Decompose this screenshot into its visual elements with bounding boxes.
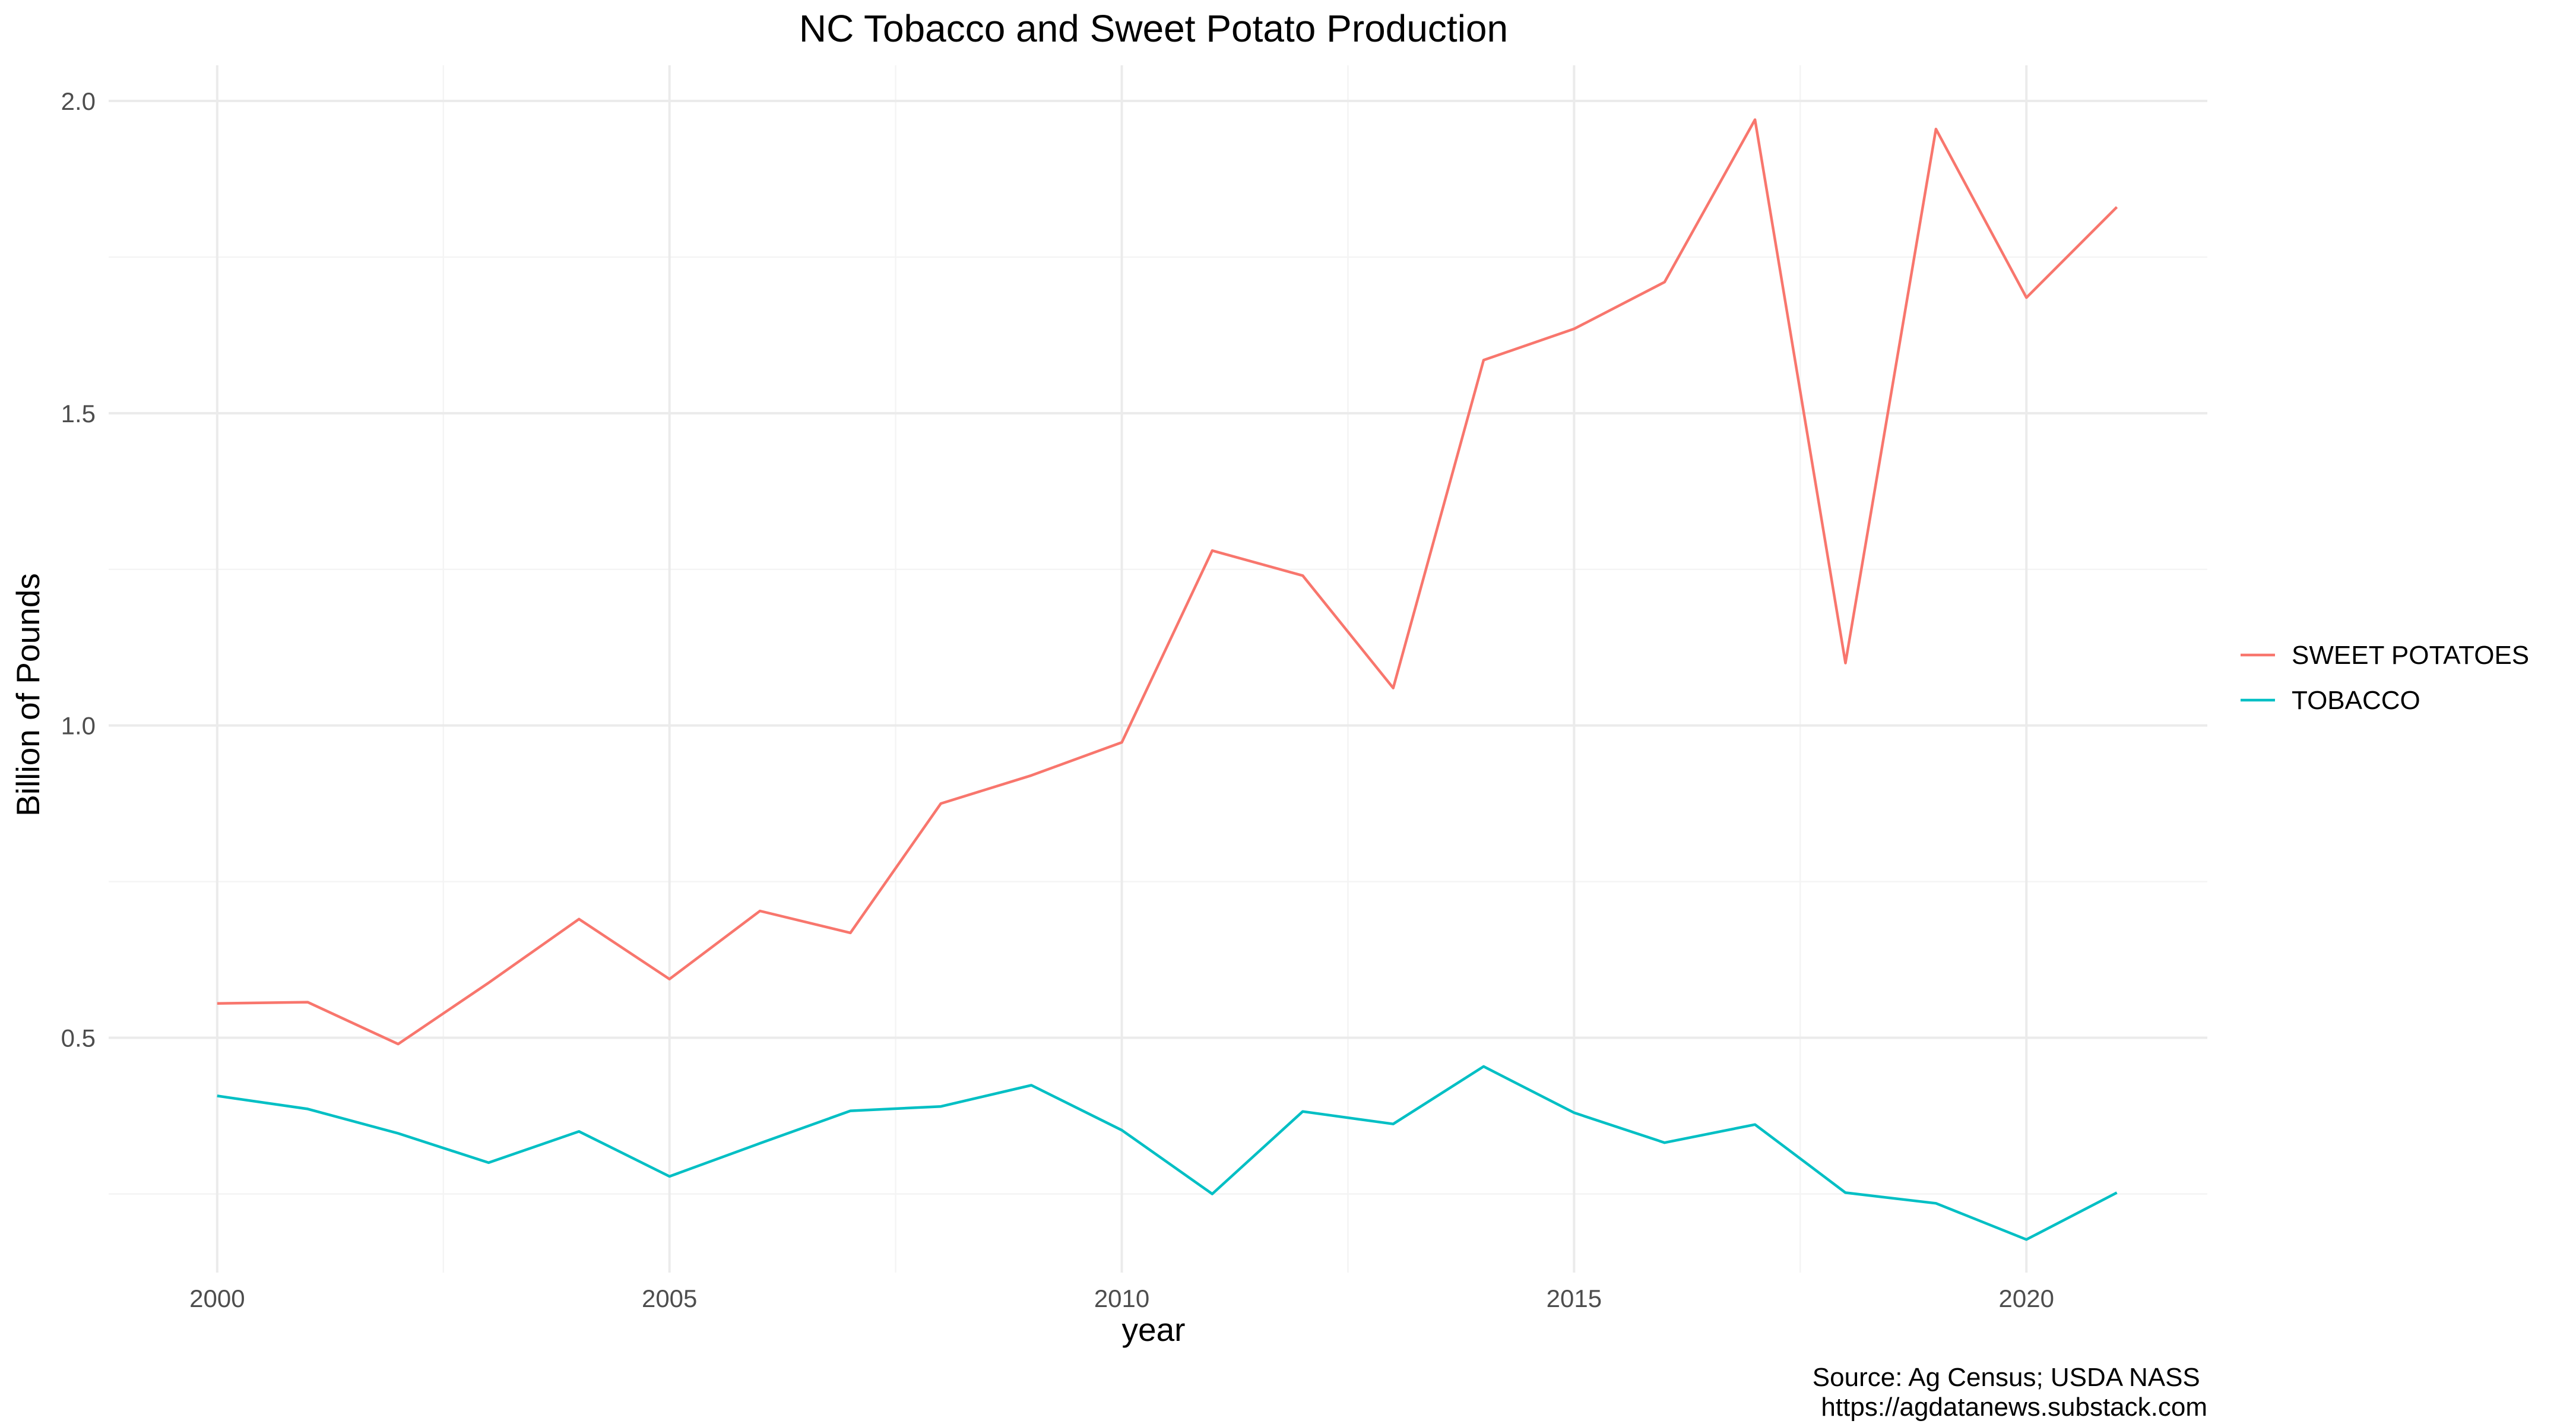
x-axis-tick-labels: 2000 2005 2010 2015 2020 (189, 1284, 2054, 1312)
series-lines (217, 118, 2118, 1241)
series-line-sweet-potatoes (217, 118, 2118, 1046)
minor-gridlines (109, 65, 2207, 1273)
y-tick-label: 1.5 (61, 400, 96, 428)
x-tick-label: 2020 (1999, 1284, 2054, 1312)
chart-title: NC Tobacco and Sweet Potato Production (799, 7, 1508, 50)
y-tick-label: 2.0 (61, 87, 96, 115)
legend-label-tobacco: TOBACCO (2292, 686, 2420, 715)
x-tick-label: 2005 (642, 1284, 697, 1312)
series-line-tobacco (217, 1065, 2118, 1241)
x-axis-title: year (1122, 1311, 1186, 1348)
x-tick-label: 2000 (189, 1284, 245, 1312)
x-tick-label: 2015 (1547, 1284, 1602, 1312)
y-tick-label: 1.0 (61, 712, 96, 740)
y-axis-title: Billion of Pounds (9, 573, 46, 817)
legend: SWEET POTATOES TOBACCO (2241, 641, 2529, 715)
major-gridlines (109, 65, 2207, 1273)
legend-label-sweet-potatoes: SWEET POTATOES (2292, 641, 2529, 670)
y-axis-tick-labels: 0.5 1.0 1.5 2.0 (61, 87, 96, 1052)
caption-url: https://agdatanews.substack.com (1821, 1393, 2207, 1422)
caption-source: Source: Ag Census; USDA NASS (1813, 1363, 2207, 1392)
x-tick-label: 2010 (1094, 1284, 1149, 1312)
y-tick-label: 0.5 (61, 1024, 96, 1052)
